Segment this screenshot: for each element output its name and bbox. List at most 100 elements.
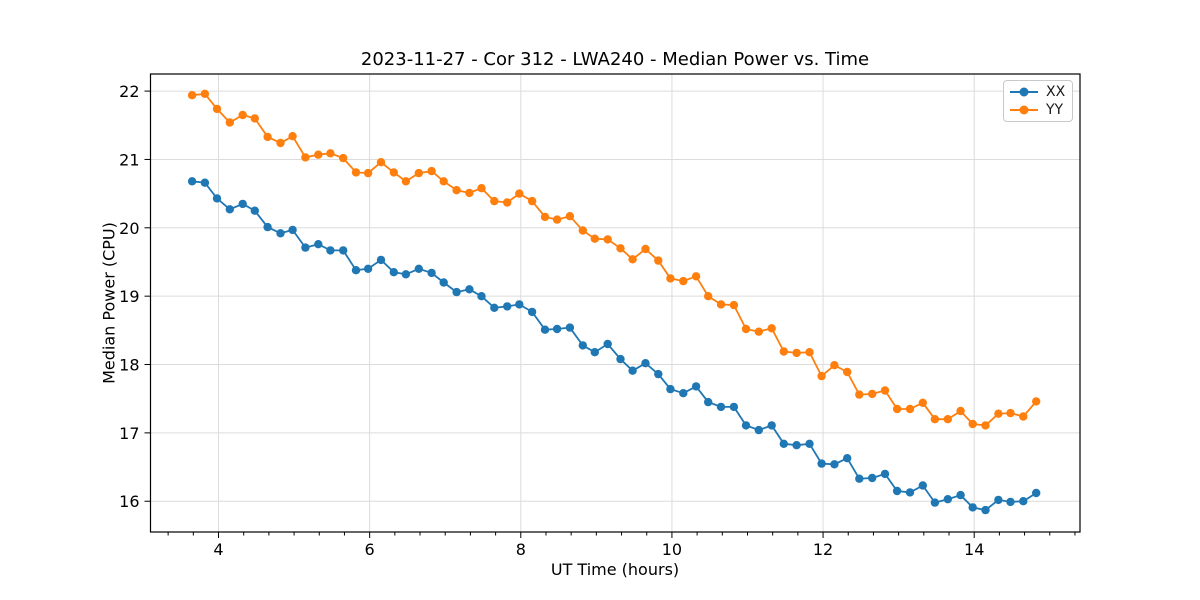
data-point-marker (792, 441, 801, 450)
data-point-marker (628, 366, 637, 375)
data-point-marker (855, 474, 864, 483)
data-point-marker (943, 495, 952, 504)
y-axis-label: Median Power (CPU) (99, 222, 119, 384)
data-point-marker (994, 409, 1003, 418)
data-point-marker (288, 225, 297, 235)
data-point-marker (389, 168, 398, 177)
data-point-marker (540, 325, 550, 334)
y-tick-label: 18 (119, 356, 139, 375)
data-point-marker (905, 488, 915, 497)
data-point-marker (401, 270, 411, 279)
data-point-marker (943, 415, 952, 424)
data-point-marker (691, 272, 701, 281)
data-point-marker (503, 198, 512, 207)
data-point-marker (590, 348, 599, 357)
data-point-marker (263, 222, 272, 232)
series-line-xx (192, 180, 1037, 512)
data-point-marker (376, 158, 386, 167)
data-point-marker (767, 324, 776, 333)
data-point-marker (968, 419, 977, 429)
data-point-marker (930, 415, 940, 424)
y-tick-label: 20 (119, 219, 139, 238)
data-point-marker (868, 389, 877, 399)
data-point-marker (641, 244, 650, 254)
data-point-marker (552, 215, 562, 224)
chart-title: 2023-11-27 - Cor 312 - LWA240 - Median P… (360, 49, 870, 70)
legend-line-sample-xx (1010, 87, 1038, 97)
data-point-marker (956, 490, 965, 500)
data-point-marker (187, 91, 197, 100)
data-point-marker (326, 149, 335, 158)
data-point-marker (452, 287, 461, 297)
data-point-marker (490, 196, 499, 206)
data-point-marker (250, 114, 259, 123)
data-point-marker (527, 196, 537, 206)
data-point-marker (200, 89, 210, 99)
data-point-marker (741, 324, 751, 334)
data-point-marker (830, 460, 839, 469)
data-point-marker (414, 168, 423, 178)
data-point-marker (805, 348, 814, 357)
data-point-marker (666, 274, 675, 283)
data-point-marker (616, 244, 625, 253)
data-point-marker (691, 382, 701, 391)
data-point-marker (363, 168, 373, 178)
data-point-marker (603, 235, 612, 244)
data-point-marker (276, 229, 285, 238)
data-point-marker (817, 459, 826, 468)
data-point-marker (439, 278, 448, 287)
data-point-marker (503, 302, 512, 311)
data-point-marker (905, 404, 915, 414)
data-point-marker (754, 425, 763, 435)
data-point-marker (465, 285, 474, 294)
legend-line-sample-yy (1010, 105, 1038, 115)
data-point-marker (918, 398, 927, 407)
legend-label-xx: XX (1046, 84, 1066, 101)
data-point-marker (351, 168, 361, 177)
x-tick-label: 10 (662, 540, 682, 559)
data-point-marker (339, 153, 348, 163)
x-tick-label: 6 (365, 540, 375, 559)
data-point-marker (956, 406, 965, 416)
data-point-marker (1006, 497, 1015, 507)
legend-item-yy: YY (1010, 103, 1064, 117)
data-point-marker (225, 118, 234, 127)
data-point-marker (427, 166, 436, 176)
series-xx (187, 177, 1041, 515)
legend-item-xx: XX (1010, 84, 1066, 101)
data-point-marker (741, 421, 751, 430)
data-point-marker (868, 473, 877, 483)
data-point-marker (590, 234, 599, 243)
data-point-marker (263, 132, 272, 142)
data-point-marker (729, 300, 739, 310)
data-point-marker (212, 194, 222, 203)
data-point-marker (918, 481, 927, 490)
data-point-marker (930, 498, 940, 507)
y-tick-label: 17 (119, 424, 139, 443)
data-point-marker (540, 212, 550, 222)
data-point-marker (288, 132, 297, 141)
x-tick-labels: 4 6 8 10 12 14 (213, 540, 984, 559)
data-point-marker (654, 256, 663, 265)
series-yy (187, 89, 1041, 430)
x-tick-label: 8 (516, 540, 526, 559)
data-point-marker (515, 189, 524, 198)
data-point-marker (515, 300, 524, 309)
data-point-marker (427, 268, 436, 278)
data-point-marker (792, 348, 801, 358)
data-point-marker (578, 226, 587, 235)
data-point-marker (616, 354, 625, 364)
data-point-marker (704, 292, 713, 301)
data-point-marker (892, 404, 902, 414)
data-point-marker (565, 323, 575, 332)
data-point-marker (817, 371, 826, 381)
data-point-marker (490, 303, 499, 312)
x-axis-label: UT Time (hours) (550, 560, 680, 579)
data-point-marker (603, 339, 612, 349)
data-point-marker (439, 177, 448, 186)
data-point-marker (276, 138, 285, 148)
data-point-marker (465, 188, 474, 198)
data-point-marker (552, 324, 562, 334)
